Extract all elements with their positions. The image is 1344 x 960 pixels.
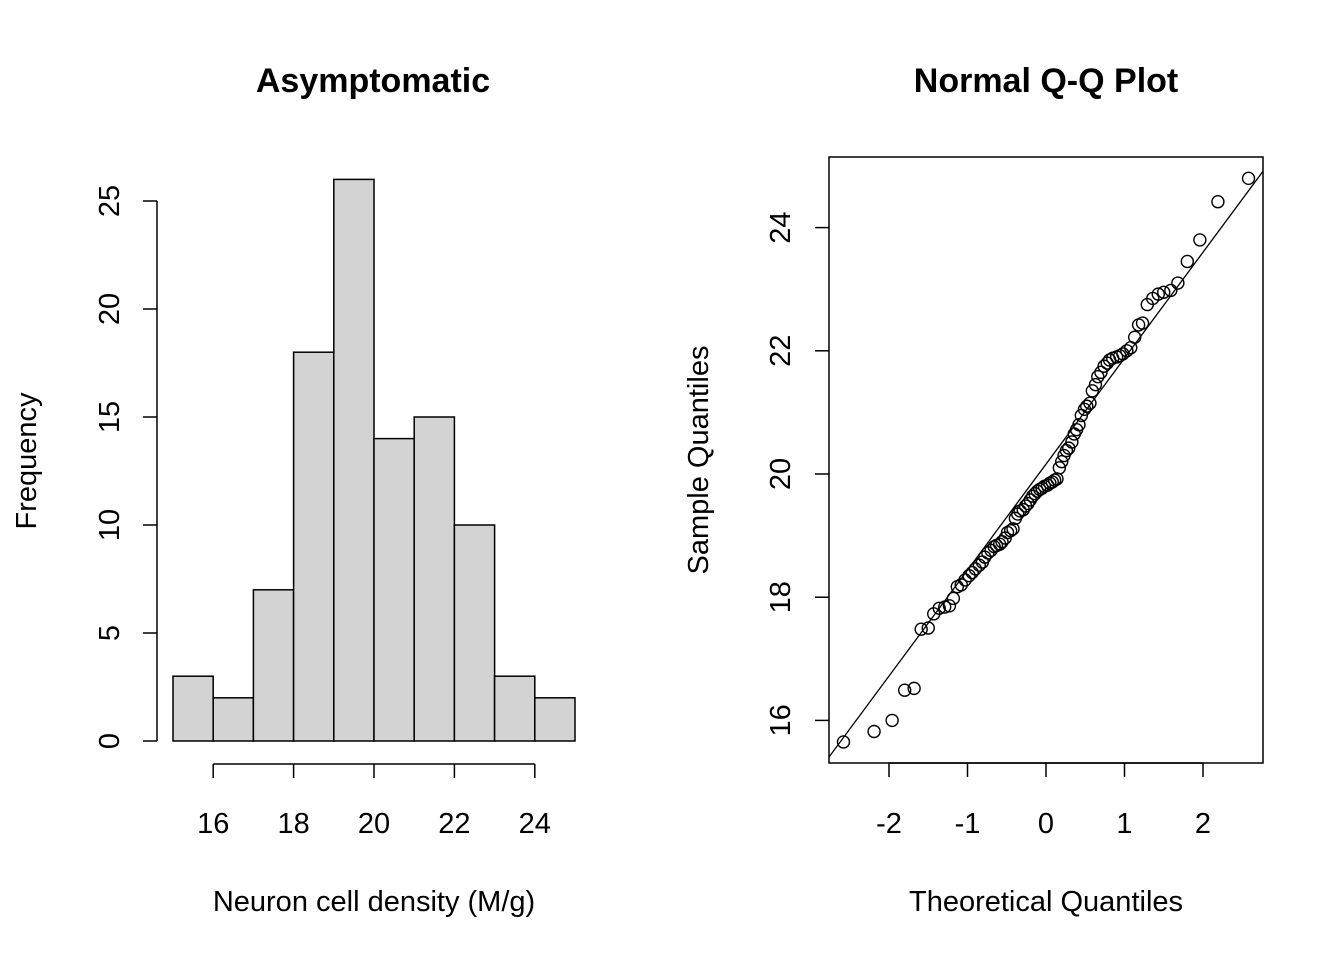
qq-y-tick-label: 24 (765, 211, 797, 243)
histogram-x-tick-label: 18 (277, 808, 309, 840)
qq-point (885, 713, 899, 728)
qq-point (914, 622, 928, 636)
qq-point (1180, 254, 1195, 269)
qq-point (1120, 344, 1134, 358)
histogram-bars (172, 178, 576, 742)
histogram-x-tick-label: 24 (519, 808, 551, 840)
histogram-x-axis: 16 18 20 22 24 (197, 763, 551, 840)
qq-y-axis: 16 18 20 22 24 (765, 211, 829, 737)
qq-y-tick-label: 20 (765, 458, 797, 490)
histogram-bar (373, 437, 415, 742)
histogram-x-axis-label: Neuron cell density (M/g) (213, 886, 535, 918)
qq-point (1083, 396, 1097, 410)
qq-x-tick-label: 0 (1038, 808, 1054, 840)
histogram-panel: Asymptomatic Neuron cell density (M/g) F… (11, 62, 576, 918)
histogram-y-tick-label: 20 (94, 293, 126, 325)
qq-point (1052, 461, 1067, 475)
qq-point (1091, 369, 1105, 384)
qq-point (898, 683, 912, 697)
histogram-title: Asymptomatic (256, 62, 490, 100)
qq-point (836, 735, 851, 749)
qq-point (1164, 283, 1178, 298)
histogram-x-tick-label: 16 (197, 808, 229, 840)
qq-point (1021, 496, 1035, 511)
qq-point (1241, 171, 1256, 186)
qq-x-tick-label: -1 (955, 808, 981, 840)
qq-x-tick-label: -2 (876, 808, 902, 840)
qq-point (1065, 435, 1079, 449)
qq-plot-frame (828, 156, 1264, 764)
qq-point (1193, 233, 1207, 247)
qq-point (1211, 195, 1225, 209)
histogram-bar (534, 697, 576, 742)
qq-point (1085, 384, 1100, 398)
qq-y-axis-label: Sample Quantiles (683, 346, 715, 575)
qq-point (1025, 489, 1040, 503)
histogram-bar (493, 675, 536, 742)
qq-point (1135, 316, 1150, 330)
qq-y-tick-label: 22 (765, 335, 797, 367)
qq-point (1006, 522, 1020, 536)
qq-point (907, 681, 921, 696)
qq-point (1054, 454, 1069, 469)
qq-point (1003, 523, 1018, 538)
qq-point (1157, 285, 1171, 299)
qq-point (958, 573, 972, 587)
histogram-y-tick-label: 15 (94, 401, 126, 433)
histogram-y-axis-label: Frequency (11, 392, 43, 530)
qq-point (965, 565, 979, 580)
histogram-x-tick-label: 20 (358, 808, 390, 840)
qq-x-axis: -2 -1 0 1 2 (876, 762, 1211, 840)
qq-point (968, 562, 983, 576)
qq-y-tick-label: 16 (765, 704, 797, 736)
histogram-bar (333, 178, 375, 742)
qq-reference-line-path (829, 170, 1263, 759)
qq-point (1072, 418, 1086, 432)
qq-point (1113, 349, 1127, 363)
histogram-x-tick-label: 22 (438, 808, 470, 840)
histogram-y-axis: 0 5 10 15 20 25 (94, 185, 158, 749)
qq-points (836, 171, 1256, 749)
qq-point (938, 600, 952, 614)
qq-x-tick-label: 2 (1195, 808, 1211, 840)
histogram-y-tick-label: 10 (94, 509, 126, 541)
qq-title: Normal Q-Q Plot (914, 62, 1178, 100)
histogram-y-tick-label: 0 (94, 733, 126, 749)
qq-point (1151, 287, 1165, 301)
qq-point (1080, 399, 1094, 413)
histogram-y-tick-label: 25 (94, 185, 126, 217)
qq-point (921, 621, 935, 635)
qq-point (1062, 441, 1076, 455)
histogram-y-tick-label: 5 (94, 625, 126, 641)
qq-point (932, 601, 946, 615)
qq-point (1094, 365, 1108, 380)
histogram-bar (453, 524, 496, 742)
histogram-bar (413, 416, 456, 742)
qq-point (946, 591, 961, 606)
histogram-bar (292, 351, 335, 742)
qq-y-tick-label: 18 (765, 581, 797, 613)
qq-point (1171, 276, 1185, 290)
qq-x-axis-label: Theoretical Quantiles (909, 886, 1183, 918)
qq-reference-line (829, 170, 1263, 759)
qq-point (867, 724, 881, 739)
qq-point (1128, 330, 1142, 344)
qq-panel: Normal Q-Q Plot Theoretical Quantiles Sa… (683, 62, 1264, 918)
histogram-bar (212, 697, 255, 742)
qq-point (1088, 377, 1103, 392)
histogram-bar (252, 589, 295, 742)
histogram-bar (172, 675, 214, 742)
qq-x-tick-label: 1 (1116, 808, 1132, 840)
qq-point (942, 599, 957, 613)
